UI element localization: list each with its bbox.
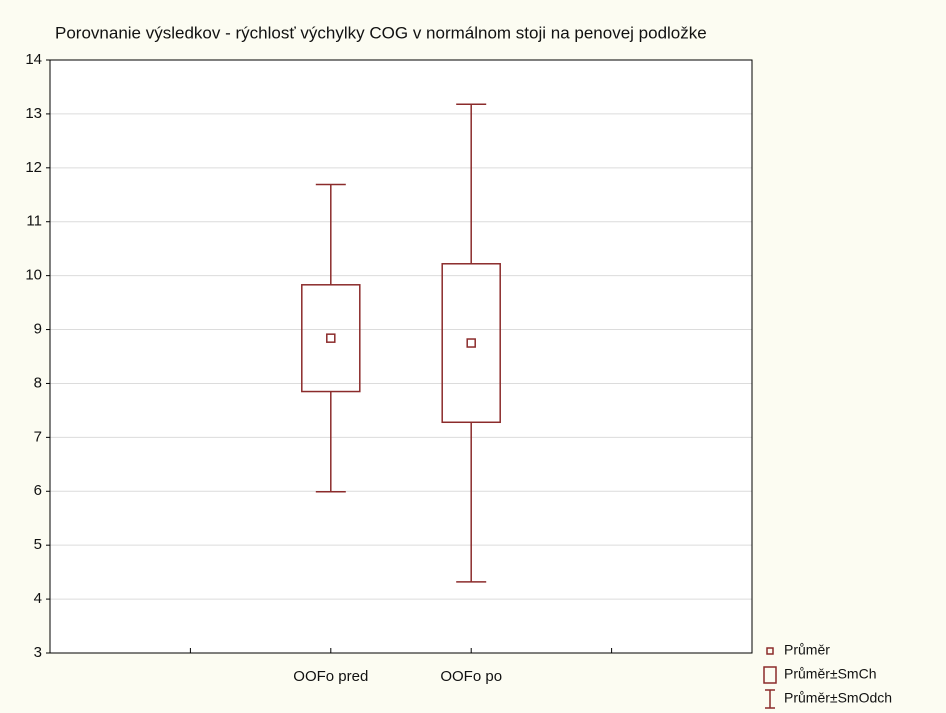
chart-title: Porovnanie výsledkov - rýchlosť výchylky… [55, 23, 707, 42]
y-tick-label: 8 [34, 374, 42, 391]
box [301, 284, 361, 393]
y-tick-label: 11 [26, 213, 42, 230]
legend-symbol-box [763, 666, 777, 684]
legend-symbol-mean [766, 647, 774, 655]
y-tick-label: 10 [25, 267, 42, 284]
mean-marker [326, 333, 336, 343]
y-tick-label: 7 [34, 428, 42, 445]
legend-label: Průměr±SmCh [784, 666, 876, 682]
mean-marker [466, 338, 476, 348]
x-tick-label: OOFo po [440, 668, 502, 685]
y-tick-label: 14 [25, 51, 42, 68]
y-tick-label: 9 [34, 321, 42, 338]
legend-label: Průměr±SmOdch [784, 690, 892, 706]
y-tick-label: 4 [34, 590, 42, 607]
y-tick-label: 13 [25, 105, 42, 122]
plot-area [50, 60, 752, 653]
x-tick-label: OOFo pred [293, 668, 368, 685]
plot-frame [49, 59, 753, 654]
y-tick-label: 3 [34, 644, 42, 661]
y-tick-label: 12 [25, 159, 42, 176]
box [441, 263, 501, 424]
y-tick-label: 6 [34, 482, 42, 499]
y-tick-label: 5 [34, 536, 42, 553]
legend-label: Průměr [784, 642, 830, 658]
